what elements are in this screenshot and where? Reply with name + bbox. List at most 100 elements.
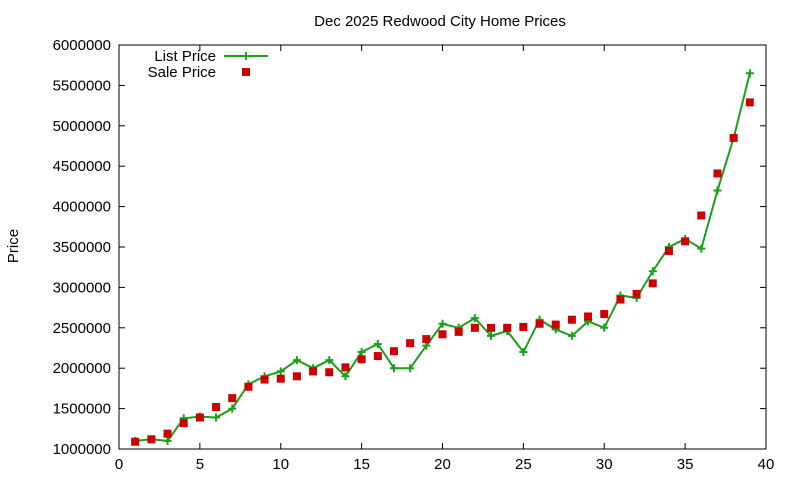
sale-price-point: [212, 402, 221, 411]
sale-price-point: [438, 330, 447, 339]
sale-price-point: [244, 382, 253, 391]
plus-marker: [438, 319, 447, 328]
y-tick-label: 3000000: [53, 279, 111, 296]
list-price-point: [745, 69, 754, 78]
plus-marker: [341, 372, 350, 381]
plus-marker: [357, 348, 366, 357]
sale-price-point: [341, 363, 350, 372]
sale-price-point: [584, 312, 593, 321]
x-tick-label: 20: [434, 456, 451, 473]
x-tick-label: 5: [196, 456, 204, 473]
sale-price-point: [373, 352, 382, 361]
sale-price-point: [648, 279, 657, 288]
sale-price-point: [729, 133, 738, 142]
y-tick-label: 3500000: [53, 239, 111, 256]
plus-marker: [713, 186, 722, 195]
plus-marker: [163, 436, 172, 445]
plus-marker: [292, 356, 301, 365]
plus-marker: [228, 404, 237, 413]
sale-price-point: [664, 247, 673, 256]
sale-price-point: [632, 289, 641, 298]
list-price-point: [276, 367, 285, 376]
list-price-point: [697, 244, 706, 253]
chart-title: Dec 2025 Redwood City Home Prices: [314, 13, 566, 30]
x-tick-label: 10: [272, 456, 289, 473]
sale-price-point: [325, 368, 334, 377]
x-tick-label: 15: [353, 456, 370, 473]
plus-marker: [325, 356, 334, 365]
x-tick-label: 30: [596, 456, 613, 473]
sale-price-point: [195, 413, 204, 422]
legend: List Price Sale Price: [148, 48, 268, 81]
sale-price-point: [131, 437, 140, 446]
list-price-point: [648, 267, 657, 276]
sale-price-point: [470, 323, 479, 332]
list-price-point: [600, 323, 609, 332]
list-price-point: [567, 331, 576, 340]
sale-price-point: [179, 419, 188, 428]
plus-marker: [697, 244, 706, 253]
legend-swatch-list-price: [224, 52, 268, 60]
y-tick-label: 5000000: [53, 118, 111, 135]
legend-plus-marker: [242, 52, 250, 60]
sale-price-point: [681, 237, 690, 246]
sale-price-point: [616, 295, 625, 304]
list-price-point: [519, 348, 528, 357]
list-price-point: [341, 372, 350, 381]
sale-price-point: [276, 374, 285, 383]
list-price-point: [438, 319, 447, 328]
legend-label-sale-price: Sale Price: [148, 64, 216, 81]
list-price-point: [292, 356, 301, 365]
x-tick-label: 25: [515, 456, 532, 473]
plus-marker: [373, 339, 382, 348]
list-price-point: [487, 331, 496, 340]
list-price-point: [212, 413, 221, 422]
sale-price-point: [357, 355, 366, 364]
sale-price-point: [163, 429, 172, 438]
legend-swatch-sale-price: [242, 68, 250, 76]
plus-marker: [600, 323, 609, 332]
sale-price-point: [600, 310, 609, 319]
x-tick-label: 35: [677, 456, 694, 473]
plus-marker: [745, 69, 754, 78]
list-price-line: [135, 73, 751, 442]
x-tick-label: 40: [758, 456, 775, 473]
list-price-point: [713, 186, 722, 195]
list-price-point: [163, 436, 172, 445]
plus-marker: [276, 367, 285, 376]
legend-label-list-price: List Price: [154, 48, 216, 65]
sale-price-point: [406, 339, 415, 348]
sale-price-point: [551, 320, 560, 329]
sale-price-point: [487, 323, 496, 332]
sale-price-point: [228, 394, 237, 403]
list-price-point: [228, 404, 237, 413]
plus-marker: [648, 267, 657, 276]
sale-price-point: [567, 315, 576, 324]
plus-marker: [519, 348, 528, 357]
sale-price-point: [503, 323, 512, 332]
list-price-point: [406, 364, 415, 373]
sale-price-point: [292, 372, 301, 381]
x-tick-label: 0: [115, 456, 123, 473]
y-tick-label: 6000000: [53, 37, 111, 54]
plus-marker: [389, 364, 398, 373]
y-tick-label: 2500000: [53, 320, 111, 337]
sale-price-point: [389, 347, 398, 356]
sale-price-point: [745, 98, 754, 107]
list-price-point: [373, 339, 382, 348]
legend-square-marker: [242, 68, 250, 76]
sale-price-point: [454, 327, 463, 336]
plus-marker: [567, 331, 576, 340]
y-tick-label: 5500000: [53, 77, 111, 94]
plus-marker: [406, 364, 415, 373]
list-price-point: [389, 364, 398, 373]
y-tick-label: 1500000: [53, 401, 111, 418]
list-price-point: [470, 314, 479, 323]
plot-area: 0 5 10 15 20 25 30 35 40 1000000 1500000 2000000 250…: [53, 37, 775, 473]
sale-price-point: [309, 367, 318, 376]
sale-price-point: [147, 435, 156, 444]
plus-marker: [487, 331, 496, 340]
sale-price-point: [697, 211, 706, 220]
y-tick-label: 4500000: [53, 158, 111, 175]
